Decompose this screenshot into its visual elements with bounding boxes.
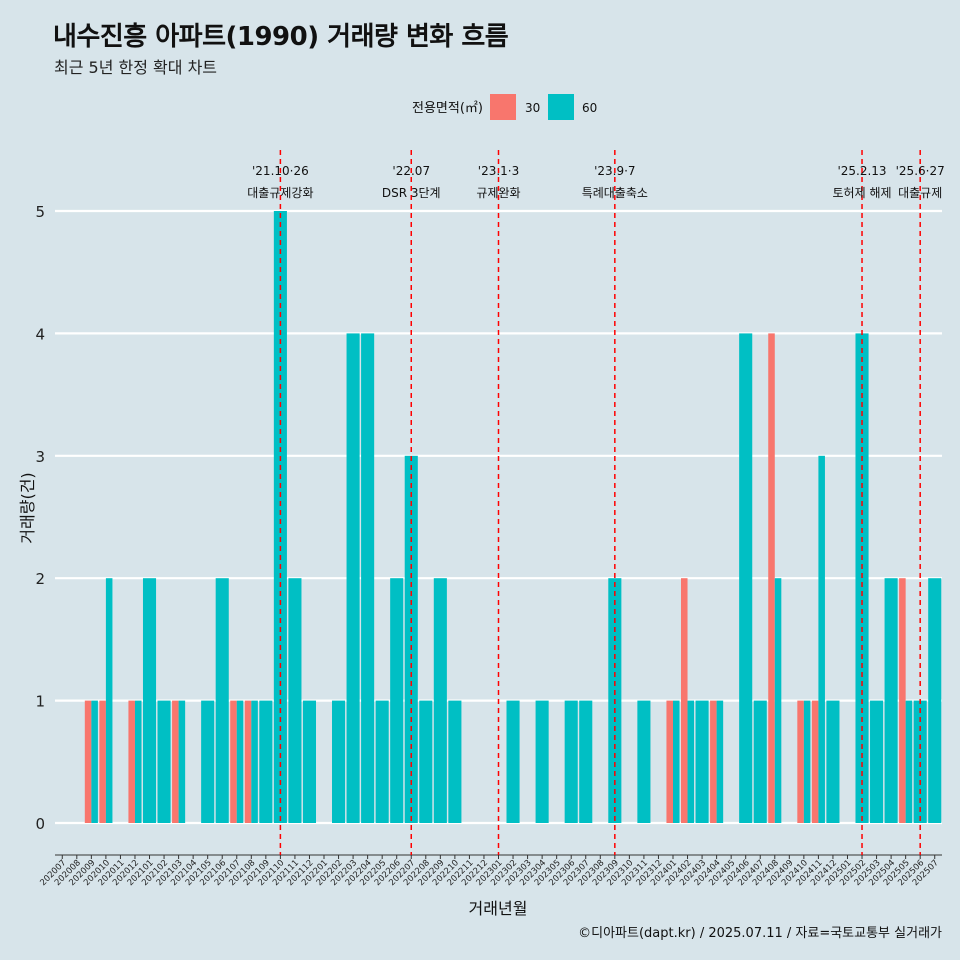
bar — [201, 700, 215, 823]
event-date-label: '22.07 — [392, 164, 430, 178]
legend-title: 전용면적(㎡) — [412, 101, 483, 116]
bar — [666, 700, 673, 823]
bar — [236, 700, 244, 823]
bar — [84, 700, 92, 823]
bar — [178, 700, 186, 823]
legend-label-60: 60 — [582, 101, 597, 115]
bar — [419, 700, 433, 823]
bar — [797, 700, 804, 823]
bar — [244, 700, 252, 823]
bar — [564, 700, 578, 823]
y-tick-label: 3 — [35, 448, 45, 466]
bar — [905, 700, 913, 823]
bar — [637, 700, 651, 823]
bar — [215, 578, 229, 823]
bar — [899, 578, 906, 823]
bar — [870, 700, 884, 823]
bar — [134, 700, 142, 823]
event-date-label: '21.10·26 — [252, 164, 309, 178]
event-label: 규제완화 — [476, 186, 520, 200]
event-label: 대출규제 — [898, 186, 942, 200]
y-tick-label: 0 — [35, 815, 45, 833]
y-tick-label: 5 — [35, 203, 45, 221]
bar — [811, 700, 819, 823]
bar — [928, 578, 942, 823]
bar — [855, 333, 869, 823]
bar — [259, 700, 273, 823]
bar — [535, 700, 549, 823]
legend-swatch-60 — [548, 94, 574, 120]
bar — [172, 700, 179, 823]
legend-label-30: 30 — [525, 101, 540, 115]
event-label: 대출규제강화 — [247, 186, 313, 200]
bar — [433, 578, 447, 823]
bar — [803, 700, 811, 823]
bar — [506, 700, 520, 823]
bar — [142, 578, 157, 823]
bar — [390, 578, 404, 823]
event-label: 토허제 해제 — [833, 186, 892, 200]
bar — [913, 700, 927, 823]
bar — [91, 700, 98, 823]
bar — [273, 211, 287, 823]
bar — [346, 333, 360, 823]
bar — [251, 700, 258, 823]
bar — [884, 578, 898, 823]
bar — [768, 333, 775, 823]
y-axis-title: 거래량(건) — [18, 472, 37, 543]
bar — [448, 700, 462, 823]
bar — [680, 578, 688, 823]
y-tick-label: 1 — [35, 693, 45, 711]
bar — [716, 700, 724, 823]
x-axis-title: 거래년월 — [469, 899, 528, 918]
bar — [687, 700, 695, 823]
bar — [739, 333, 753, 823]
chart-caption: ©디아파트(dapt.kr) / 2025.07.11 / 자료=국토교통부 실… — [578, 926, 942, 941]
chart-title: 내수진흥 아파트(1990) 거래량 변화 흐름 — [53, 22, 509, 52]
bar — [128, 700, 135, 823]
bar — [302, 700, 317, 823]
event-date-label: '25.6·27 — [896, 164, 945, 178]
event-date-label: '23.9·7 — [594, 164, 635, 178]
bar — [157, 700, 171, 823]
event-label: 특례대출축소 — [582, 186, 648, 200]
event-date-label: '23.1·3 — [478, 164, 519, 178]
y-tick-label: 4 — [35, 325, 45, 343]
bar — [826, 700, 840, 823]
y-tick-label: 2 — [35, 570, 45, 588]
bar — [753, 700, 767, 823]
bar — [818, 455, 825, 823]
bar — [361, 333, 375, 823]
event-date-label: '25.2.13 — [837, 164, 886, 178]
bar — [710, 700, 717, 823]
bar — [695, 700, 709, 823]
chart-subtitle: 최근 5년 한정 확대 차트 — [54, 58, 218, 77]
event-label: DSR 3단계 — [382, 186, 441, 200]
bar — [375, 700, 389, 823]
bar — [230, 700, 237, 823]
bar — [774, 578, 782, 823]
bar — [332, 700, 346, 823]
bar — [99, 700, 106, 823]
bar — [105, 578, 113, 823]
bar — [579, 700, 593, 823]
bar — [672, 700, 680, 823]
legend-swatch-30 — [490, 94, 516, 120]
bar — [288, 578, 302, 823]
